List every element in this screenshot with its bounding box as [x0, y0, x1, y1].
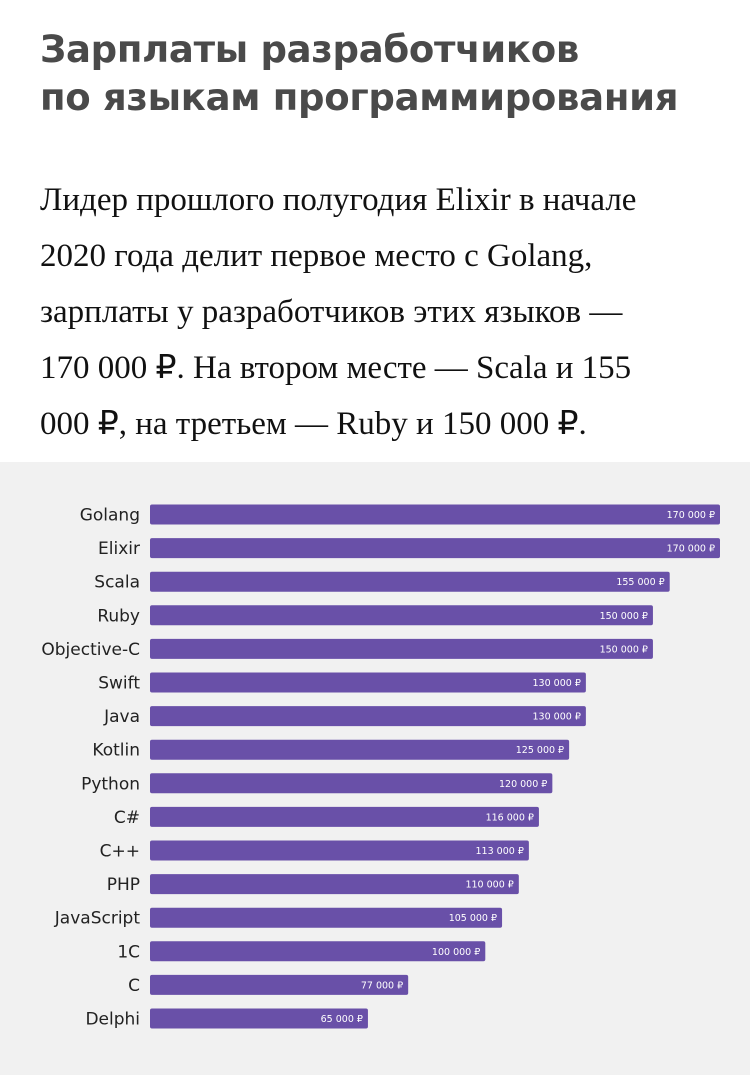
category-label: JavaScript: [54, 909, 141, 929]
bar: [150, 638, 653, 659]
category-label: Python: [81, 774, 140, 794]
lead-paragraph: Лидер прошлого полугодия Elixir в начале…: [40, 172, 730, 452]
bar-row: Kotlin 125 000 ₽: [92, 739, 570, 761]
value-label: 170 000 ₽: [667, 544, 715, 555]
bar-row: Delphi 65 000 ₽: [85, 1008, 368, 1030]
value-label: 77 000 ₽: [361, 980, 403, 991]
lead-line-3: зарплаты у разработчиков этих языков —: [40, 294, 623, 330]
category-label: Scala: [94, 573, 140, 593]
bar: [150, 840, 529, 861]
salary-chart-panel: Golang 170 000 ₽ Elixir 170 000 ₽ Scala 155 0…: [0, 462, 750, 1075]
bar: [150, 605, 653, 626]
bar-row: JavaScript 105 000 ₽: [54, 907, 503, 929]
bar-row: Elixir 170 000 ₽: [98, 538, 720, 559]
value-label: 110 000 ₽: [465, 880, 513, 891]
bar: [150, 504, 720, 525]
bar: [150, 1008, 368, 1029]
value-label: 130 000 ₽: [533, 678, 581, 689]
category-label: Kotlin: [92, 741, 140, 761]
value-label: 155 000 ₽: [616, 577, 664, 588]
value-label: 120 000 ₽: [499, 779, 547, 790]
bar: [150, 874, 519, 895]
bar-row: Python 120 000 ₽: [81, 773, 553, 794]
bar: [150, 706, 586, 727]
value-label: 170 000 ₽: [667, 510, 715, 521]
category-label: Java: [103, 707, 140, 727]
bar-row: 1C 100 000 ₽: [117, 941, 486, 962]
lead-line-5: 000 ₽, на третьем — Ruby и 150 000 ₽.: [40, 406, 587, 442]
bar: [150, 672, 586, 693]
bar-row: C# 116 000 ₽: [114, 806, 539, 828]
bar: [150, 806, 539, 827]
bar: [150, 571, 670, 592]
page-title: Зарплаты разработчиков по языкам програм…: [40, 26, 730, 122]
bar-row: Golang 170 000 ₽: [80, 504, 720, 526]
value-label: 113 000 ₽: [476, 846, 524, 857]
value-label: 105 000 ₽: [449, 913, 497, 924]
bar: [150, 739, 570, 760]
bar-row: C 77 000 ₽: [128, 974, 409, 996]
category-label: C: [128, 976, 140, 996]
bar-row: Ruby 150 000 ₽: [97, 605, 653, 626]
category-label: C++: [100, 842, 140, 862]
value-label: 130 000 ₽: [533, 712, 581, 723]
bar-row: C++ 113 000 ₽: [100, 840, 529, 862]
lead-line-4: 170 000 ₽. На втором месте — Scala и 155: [40, 350, 632, 386]
value-label: 150 000 ₽: [600, 611, 648, 622]
category-label: 1C: [117, 942, 140, 962]
category-label: C#: [114, 808, 140, 828]
lead-line-1: Лидер прошлого полугодия Elixir в начале: [40, 182, 637, 218]
bar-row: PHP 110 000 ₽: [107, 874, 519, 895]
bar-row: Scala 155 000 ₽: [94, 571, 670, 593]
value-label: 125 000 ₽: [516, 745, 564, 756]
title-line-1: Зарплаты разработчиков: [40, 28, 579, 71]
category-label: Delphi: [85, 1010, 140, 1030]
bar: [150, 974, 409, 995]
bar: [150, 941, 486, 962]
bar-row: Swift 130 000 ₽: [98, 672, 586, 694]
bar: [150, 907, 503, 928]
category-label: PHP: [107, 875, 140, 895]
category-label: Swift: [98, 674, 140, 694]
value-label: 65 000 ₽: [321, 1014, 363, 1025]
category-label: Golang: [80, 506, 140, 526]
title-line-2: по языкам программирования: [40, 76, 679, 119]
value-label: 150 000 ₽: [600, 644, 648, 655]
value-label: 116 000 ₽: [486, 812, 534, 823]
bar-row: Java 130 000 ₽: [103, 706, 586, 727]
lead-line-2: 2020 года делит первое место с Golang,: [40, 238, 593, 274]
bar-row: Objective-C 150 000 ₽: [41, 638, 653, 660]
category-label: Elixir: [98, 539, 140, 559]
bar: [150, 773, 553, 794]
category-label: Objective-C: [41, 640, 140, 660]
bar: [150, 538, 720, 559]
salary-bar-chart: Golang 170 000 ₽ Elixir 170 000 ₽ Scala 155 0…: [41, 504, 720, 1030]
value-label: 100 000 ₽: [432, 947, 480, 958]
category-label: Ruby: [97, 606, 140, 626]
